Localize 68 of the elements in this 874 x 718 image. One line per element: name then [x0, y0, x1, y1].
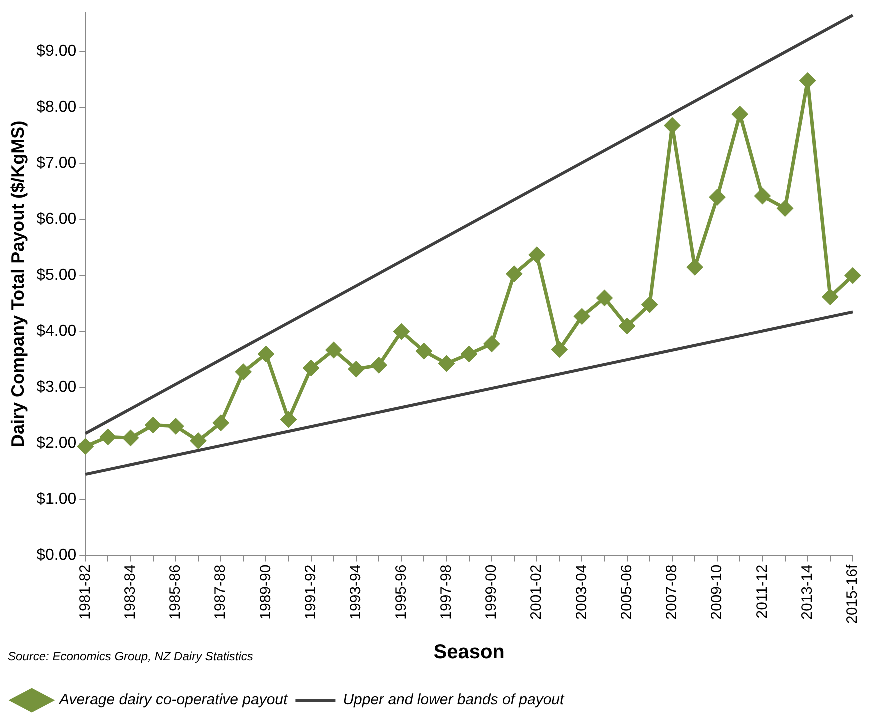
point	[168, 418, 184, 434]
legend-label: Average dairy co-operative payout	[58, 692, 289, 709]
x-tick-label: 1983-84	[122, 564, 139, 620]
x-tick-label: 2005-06	[618, 564, 636, 620]
point	[348, 362, 364, 378]
point	[123, 430, 139, 446]
point	[213, 415, 229, 431]
x-tick-label: 1981-82	[76, 564, 94, 620]
point	[190, 433, 206, 449]
point	[326, 342, 342, 358]
y-tick-label: $0.00	[36, 547, 77, 564]
x-tick-label: 1987-88	[212, 564, 230, 620]
x-tick-label: 2015-16f	[844, 564, 862, 624]
point	[146, 418, 162, 434]
point	[664, 118, 680, 134]
x-tick-label: 2001-02	[528, 564, 546, 620]
x-axis-title: Season	[434, 642, 505, 664]
y-tick-label: $7.00	[36, 155, 77, 172]
point	[778, 200, 794, 216]
point	[845, 268, 861, 284]
y-tick-label: $3.00	[36, 379, 77, 396]
point	[620, 318, 636, 334]
point	[281, 412, 297, 428]
x-tick-label: 2013-14	[799, 564, 816, 620]
x-tick-label: 1993-94	[348, 564, 365, 620]
point	[754, 188, 770, 204]
x-tick-label: 2009-10	[708, 564, 726, 620]
y-tick-label: $4.00	[36, 323, 77, 340]
point	[822, 289, 838, 305]
x-tick-label: 2011-12	[754, 564, 771, 619]
point	[462, 346, 478, 362]
point	[552, 342, 568, 358]
point	[710, 190, 726, 206]
x-tick-label: 1985-86	[167, 564, 184, 620]
point	[236, 364, 252, 380]
y-tick-label: $6.00	[36, 211, 77, 228]
x-tick-label: 2003-04	[573, 564, 590, 620]
point	[394, 324, 410, 340]
legend-label: Upper and lower bands of payout	[343, 692, 566, 709]
point	[439, 356, 454, 372]
x-tick-label: 1991-92	[302, 564, 320, 620]
point	[258, 346, 274, 362]
point	[687, 260, 703, 276]
x-tick-label: 1997-98	[438, 564, 455, 620]
point	[484, 336, 500, 352]
point	[78, 438, 94, 454]
point	[506, 266, 522, 282]
x-tick-label: 1999-00	[483, 564, 500, 620]
y-tick-label: $9.00	[36, 43, 77, 60]
y-tick-label: $8.00	[36, 99, 77, 116]
y-tick-label: $1.00	[36, 491, 77, 508]
x-tick-label: 2007-08	[664, 564, 681, 620]
point	[416, 344, 432, 360]
point	[800, 73, 816, 89]
y-tick-label: $5.00	[36, 267, 77, 284]
x-tick-label: 1989-90	[257, 564, 274, 620]
y-axis-title: Dairy Company Total Payout ($/KgMS)	[8, 120, 28, 448]
point	[304, 360, 320, 376]
point	[642, 297, 658, 313]
point	[596, 290, 612, 306]
source-note: Source: Economics Group, NZ Dairy Statistics	[8, 649, 254, 664]
point	[100, 429, 116, 445]
point	[529, 247, 545, 263]
x-tick-label: 1995-96	[392, 564, 410, 620]
point	[574, 308, 590, 324]
point	[732, 106, 748, 122]
point	[371, 358, 387, 374]
y-tick-label: $2.00	[36, 435, 77, 452]
